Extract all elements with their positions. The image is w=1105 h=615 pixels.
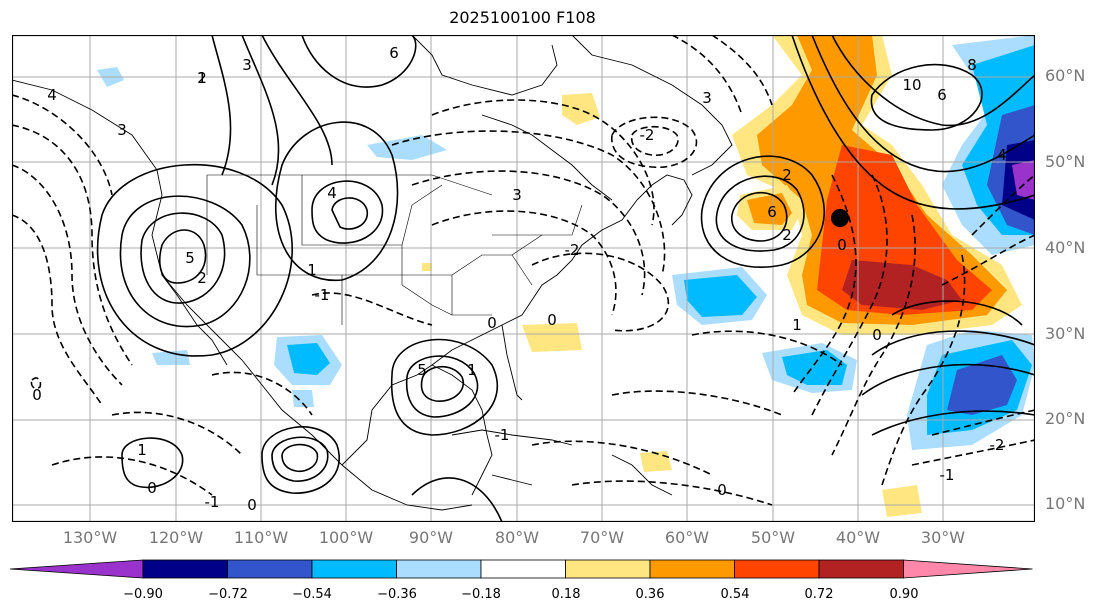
svg-text:0: 0 xyxy=(837,236,847,254)
lon-label-40w: 40°W xyxy=(835,528,881,547)
location-marker xyxy=(831,209,849,227)
svg-text:1: 1 xyxy=(792,316,802,334)
svg-text:5: 5 xyxy=(417,361,427,379)
colorbar-segment xyxy=(311,559,397,579)
lat-label-40n: 40°N xyxy=(1045,238,1086,257)
svg-text:4: 4 xyxy=(997,146,1007,164)
colorbar-segment xyxy=(649,559,735,579)
lat-label-10n: 10°N xyxy=(1045,494,1086,513)
lon-label-60w: 60°W xyxy=(664,528,710,547)
colorbar-tick: −0.36 xyxy=(377,587,417,602)
contours-solid xyxy=(96,35,1035,522)
svg-text:-1: -1 xyxy=(205,493,220,511)
svg-text:3: 3 xyxy=(512,186,522,204)
svg-text:10: 10 xyxy=(902,76,921,94)
contours-dashed xyxy=(12,35,1035,506)
colorbar-segment xyxy=(734,559,820,579)
colorbar-segment xyxy=(565,559,651,579)
svg-text:1: 1 xyxy=(197,69,207,87)
svg-text:2: 2 xyxy=(782,166,792,184)
colorbar-segment xyxy=(227,559,313,579)
svg-text:1: 1 xyxy=(307,261,317,279)
lon-label-100w: 100°W xyxy=(318,528,374,547)
svg-text:-1: -1 xyxy=(495,426,510,444)
svg-text:0: 0 xyxy=(547,311,557,329)
coastlines xyxy=(12,35,733,511)
lon-label-70w: 70°W xyxy=(579,528,625,547)
svg-text:8: 8 xyxy=(967,56,977,74)
lon-label-110w: 110°W xyxy=(233,528,289,547)
colorbar-tick: 0.90 xyxy=(889,587,919,602)
svg-text:-1: -1 xyxy=(315,286,330,304)
colorbar-tick: 0.18 xyxy=(551,587,581,602)
map-title: 2025100100 F108 xyxy=(449,8,596,27)
svg-text:-2: -2 xyxy=(565,241,580,259)
svg-text:6: 6 xyxy=(767,203,777,221)
graticule xyxy=(12,35,1035,522)
colorbar-tick: 0.36 xyxy=(635,587,665,602)
map-plot-area: 6 6 6 4 4 4 2 2 2 2 0 0 0 0 0 0 0 0 -1 -… xyxy=(12,35,1035,522)
colorbar-segment xyxy=(818,559,904,579)
lat-label-20n: 20°N xyxy=(1045,409,1086,428)
svg-text:3: 3 xyxy=(117,121,127,139)
svg-text:0: 0 xyxy=(147,479,157,497)
svg-text:3: 3 xyxy=(242,56,252,74)
lon-label-120w: 120°W xyxy=(148,528,204,547)
svg-text:0: 0 xyxy=(487,314,497,332)
lat-label-50n: 50°N xyxy=(1045,152,1086,171)
colorbar-tick: −0.90 xyxy=(123,587,163,602)
colorbar-tick: 0.72 xyxy=(804,587,834,602)
svg-text:0: 0 xyxy=(872,326,882,344)
svg-text:4: 4 xyxy=(47,86,57,104)
svg-text:2: 2 xyxy=(197,69,207,87)
contour-labels: 6 6 6 4 4 4 2 2 2 2 0 0 0 0 0 0 0 0 -1 -… xyxy=(32,44,1007,514)
colorbar-extend-low xyxy=(10,559,144,579)
colorbar-tick: −0.18 xyxy=(461,587,501,602)
lon-label-130w: 130°W xyxy=(62,528,118,547)
svg-text:-2: -2 xyxy=(640,126,655,144)
colorbar-segment xyxy=(396,559,482,579)
svg-text:1: 1 xyxy=(137,441,147,459)
svg-text:0: 0 xyxy=(717,481,727,499)
lon-label-50w: 50°W xyxy=(750,528,796,547)
lat-label-60n: 60°N xyxy=(1045,66,1086,85)
state-borders xyxy=(206,174,583,325)
colorbar-extend-high xyxy=(903,559,1033,579)
svg-text:0: 0 xyxy=(247,496,257,514)
svg-text:-1: -1 xyxy=(940,466,955,484)
svg-text:6: 6 xyxy=(937,86,947,104)
lat-label-30n: 30°N xyxy=(1045,324,1086,343)
svg-text:-2: -2 xyxy=(990,436,1005,454)
svg-text:4: 4 xyxy=(327,184,337,202)
svg-text:2: 2 xyxy=(782,226,792,244)
svg-text:3: 3 xyxy=(702,89,712,107)
svg-text:5: 5 xyxy=(185,249,195,267)
colorbar-tick: −0.54 xyxy=(292,587,332,602)
colorbar-tick: 0.54 xyxy=(720,587,750,602)
lon-label-80w: 80°W xyxy=(494,528,540,547)
lon-label-30w: 30°W xyxy=(920,528,966,547)
colorbar-segment xyxy=(142,559,228,579)
colorbar xyxy=(10,559,1033,579)
colorbar-segment xyxy=(480,559,566,579)
colorbar-tick: −0.72 xyxy=(208,587,248,602)
svg-text:6: 6 xyxy=(389,44,399,62)
svg-text:2: 2 xyxy=(197,269,207,287)
svg-text:1: 1 xyxy=(467,361,477,379)
svg-text:0: 0 xyxy=(32,386,42,404)
lon-label-90w: 90°W xyxy=(408,528,454,547)
